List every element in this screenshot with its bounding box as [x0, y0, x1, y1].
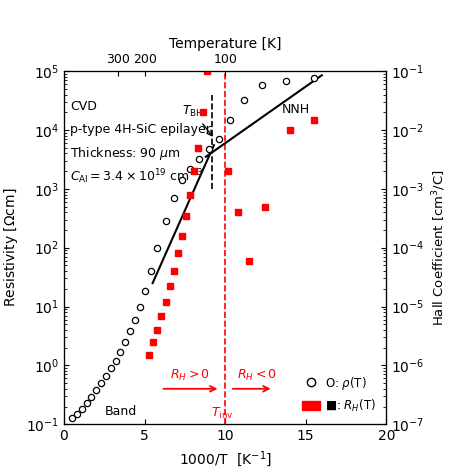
Text: $R_H>0$: $R_H>0$: [170, 367, 210, 383]
Y-axis label: Hall Coefficient [cm$^3$/C]: Hall Coefficient [cm$^3$/C]: [430, 169, 448, 326]
Text: $R_H<0$: $R_H<0$: [237, 367, 277, 383]
Text: p-type 4H-SiC epilayer: p-type 4H-SiC epilayer: [71, 123, 211, 137]
Legend: O: $\rho$(T), $\blacksquare$: $R_H$(T): O: $\rho$(T), $\blacksquare$: $R_H$(T): [298, 370, 381, 419]
Text: CVD: CVD: [71, 100, 97, 113]
Y-axis label: Resistivity [$\Omega$cm]: Resistivity [$\Omega$cm]: [2, 188, 20, 307]
Text: $T_{\rm BH}$: $T_{\rm BH}$: [182, 104, 212, 136]
X-axis label: 1000/T  [K$^{-1}$]: 1000/T [K$^{-1}$]: [179, 449, 272, 468]
Text: NNH: NNH: [282, 103, 310, 116]
Text: Thickness: 90 $\mu$m: Thickness: 90 $\mu$m: [71, 145, 181, 162]
X-axis label: Temperature [K]: Temperature [K]: [169, 36, 282, 51]
Text: $T_{\rm inv}$: $T_{\rm inv}$: [210, 406, 233, 421]
Text: $C_{\rm Al} = 3.4\times10^{19}$ cm$^{-3}$: $C_{\rm Al} = 3.4\times10^{19}$ cm$^{-3}…: [71, 167, 203, 186]
Text: Band: Band: [104, 405, 137, 418]
